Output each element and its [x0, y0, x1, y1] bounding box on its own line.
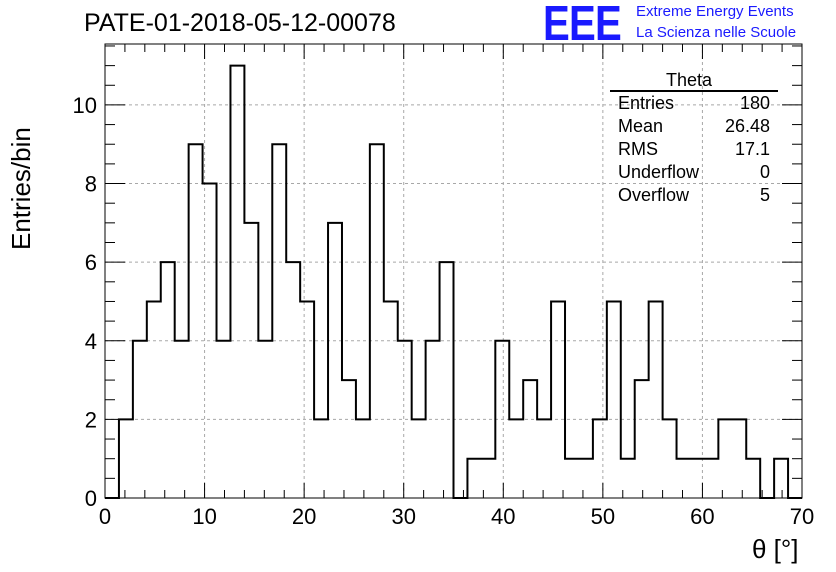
stats-value: 0: [759, 162, 770, 182]
x-axis-label: θ [°]: [752, 534, 799, 564]
y-tick-label: 6: [85, 250, 97, 275]
stats-value: 26.48: [724, 116, 770, 136]
histogram-bin: [230, 66, 244, 498]
stats-label: RMS: [618, 139, 658, 159]
x-tick-label: 10: [192, 504, 216, 529]
histogram-bin: [175, 341, 189, 498]
stats-value: 5: [759, 185, 770, 205]
histogram-bin: [384, 301, 398, 498]
histogram-bin: [412, 419, 426, 498]
histogram-bin: [565, 459, 579, 498]
x-tick-label: 50: [591, 504, 615, 529]
histogram-bin: [774, 459, 788, 498]
stats-value: 180: [739, 93, 770, 113]
histogram-bin: [579, 459, 593, 498]
stats-box: Theta Entries 180 Mean 26.48 RMS 17.1 Un…: [610, 70, 778, 207]
stats-row-mean: Mean 26.48: [610, 115, 778, 138]
stats-label: Entries: [618, 93, 675, 113]
stats-row-rms: RMS 17.1: [610, 138, 778, 161]
plot-frame: [104, 43, 803, 499]
histogram-bin: [217, 341, 231, 498]
y-tick-label: 4: [85, 329, 97, 354]
histogram-bin: [272, 144, 286, 498]
y-tick-label: 2: [85, 407, 97, 432]
eee-logo: EEE: [543, 0, 622, 51]
histogram-bin: [663, 419, 677, 498]
logo-line2: La Scienza nelle Scuole: [636, 24, 797, 41]
y-axis-label: Entries/bin: [6, 127, 36, 250]
histogram-bin: [258, 341, 272, 498]
histogram-bin: [607, 301, 621, 498]
stats-row-underflow: Underflow 0: [610, 161, 778, 184]
y-tick-label: 8: [85, 172, 97, 197]
histogram-bin: [551, 301, 565, 498]
histogram-bin: [133, 341, 147, 498]
histogram-bin: [635, 380, 649, 498]
logo-line1: Extreme Energy Events: [636, 3, 794, 20]
stats-label: Overflow: [618, 185, 690, 205]
x-tick-label: 70: [790, 504, 814, 529]
histogram-bin: [161, 262, 175, 498]
histogram-bin: [147, 301, 161, 498]
x-tick-label: 20: [292, 504, 316, 529]
histogram-bin: [704, 459, 718, 498]
histogram-bin: [509, 419, 523, 498]
x-tick-label: 40: [491, 504, 515, 529]
histogram-bin: [593, 419, 607, 498]
histogram-bin: [300, 301, 314, 498]
histogram-bin: [523, 380, 537, 498]
histogram-bin: [119, 419, 133, 498]
histogram-bin: [732, 419, 746, 498]
histogram-bin: [244, 223, 258, 498]
stats-row-overflow: Overflow 5: [610, 184, 778, 207]
histogram-bin: [718, 419, 732, 498]
histogram-bin: [314, 419, 328, 498]
histogram-bin: [342, 380, 356, 498]
histogram-bin: [467, 459, 481, 498]
histogram-bin: [649, 301, 663, 498]
y-tick-label: 10: [73, 93, 97, 118]
chart-title: PATE-01-2018-05-12-00078: [84, 9, 396, 37]
stats-label: Underflow: [618, 162, 700, 182]
histogram-bin: [286, 262, 300, 498]
stats-label: Mean: [618, 116, 664, 136]
histogram-bin: [356, 419, 370, 498]
stats-title: Theta: [610, 70, 778, 92]
histogram-bin: [440, 262, 454, 498]
y-tick-label: 0: [85, 486, 97, 511]
histogram-line: [105, 64, 802, 499]
histogram-bin: [746, 459, 760, 498]
x-tick-label: 60: [690, 504, 714, 529]
stats-row-entries: Entries 180: [610, 92, 778, 115]
histogram-bin: [537, 419, 551, 498]
histogram-bin: [370, 144, 384, 498]
histogram-bin: [189, 144, 203, 498]
histogram-bin: [328, 223, 342, 498]
x-tick-label: 30: [391, 504, 415, 529]
x-tick-label: 0: [99, 504, 111, 529]
stats-value: 17.1: [734, 139, 770, 159]
histogram-bin: [677, 459, 691, 498]
